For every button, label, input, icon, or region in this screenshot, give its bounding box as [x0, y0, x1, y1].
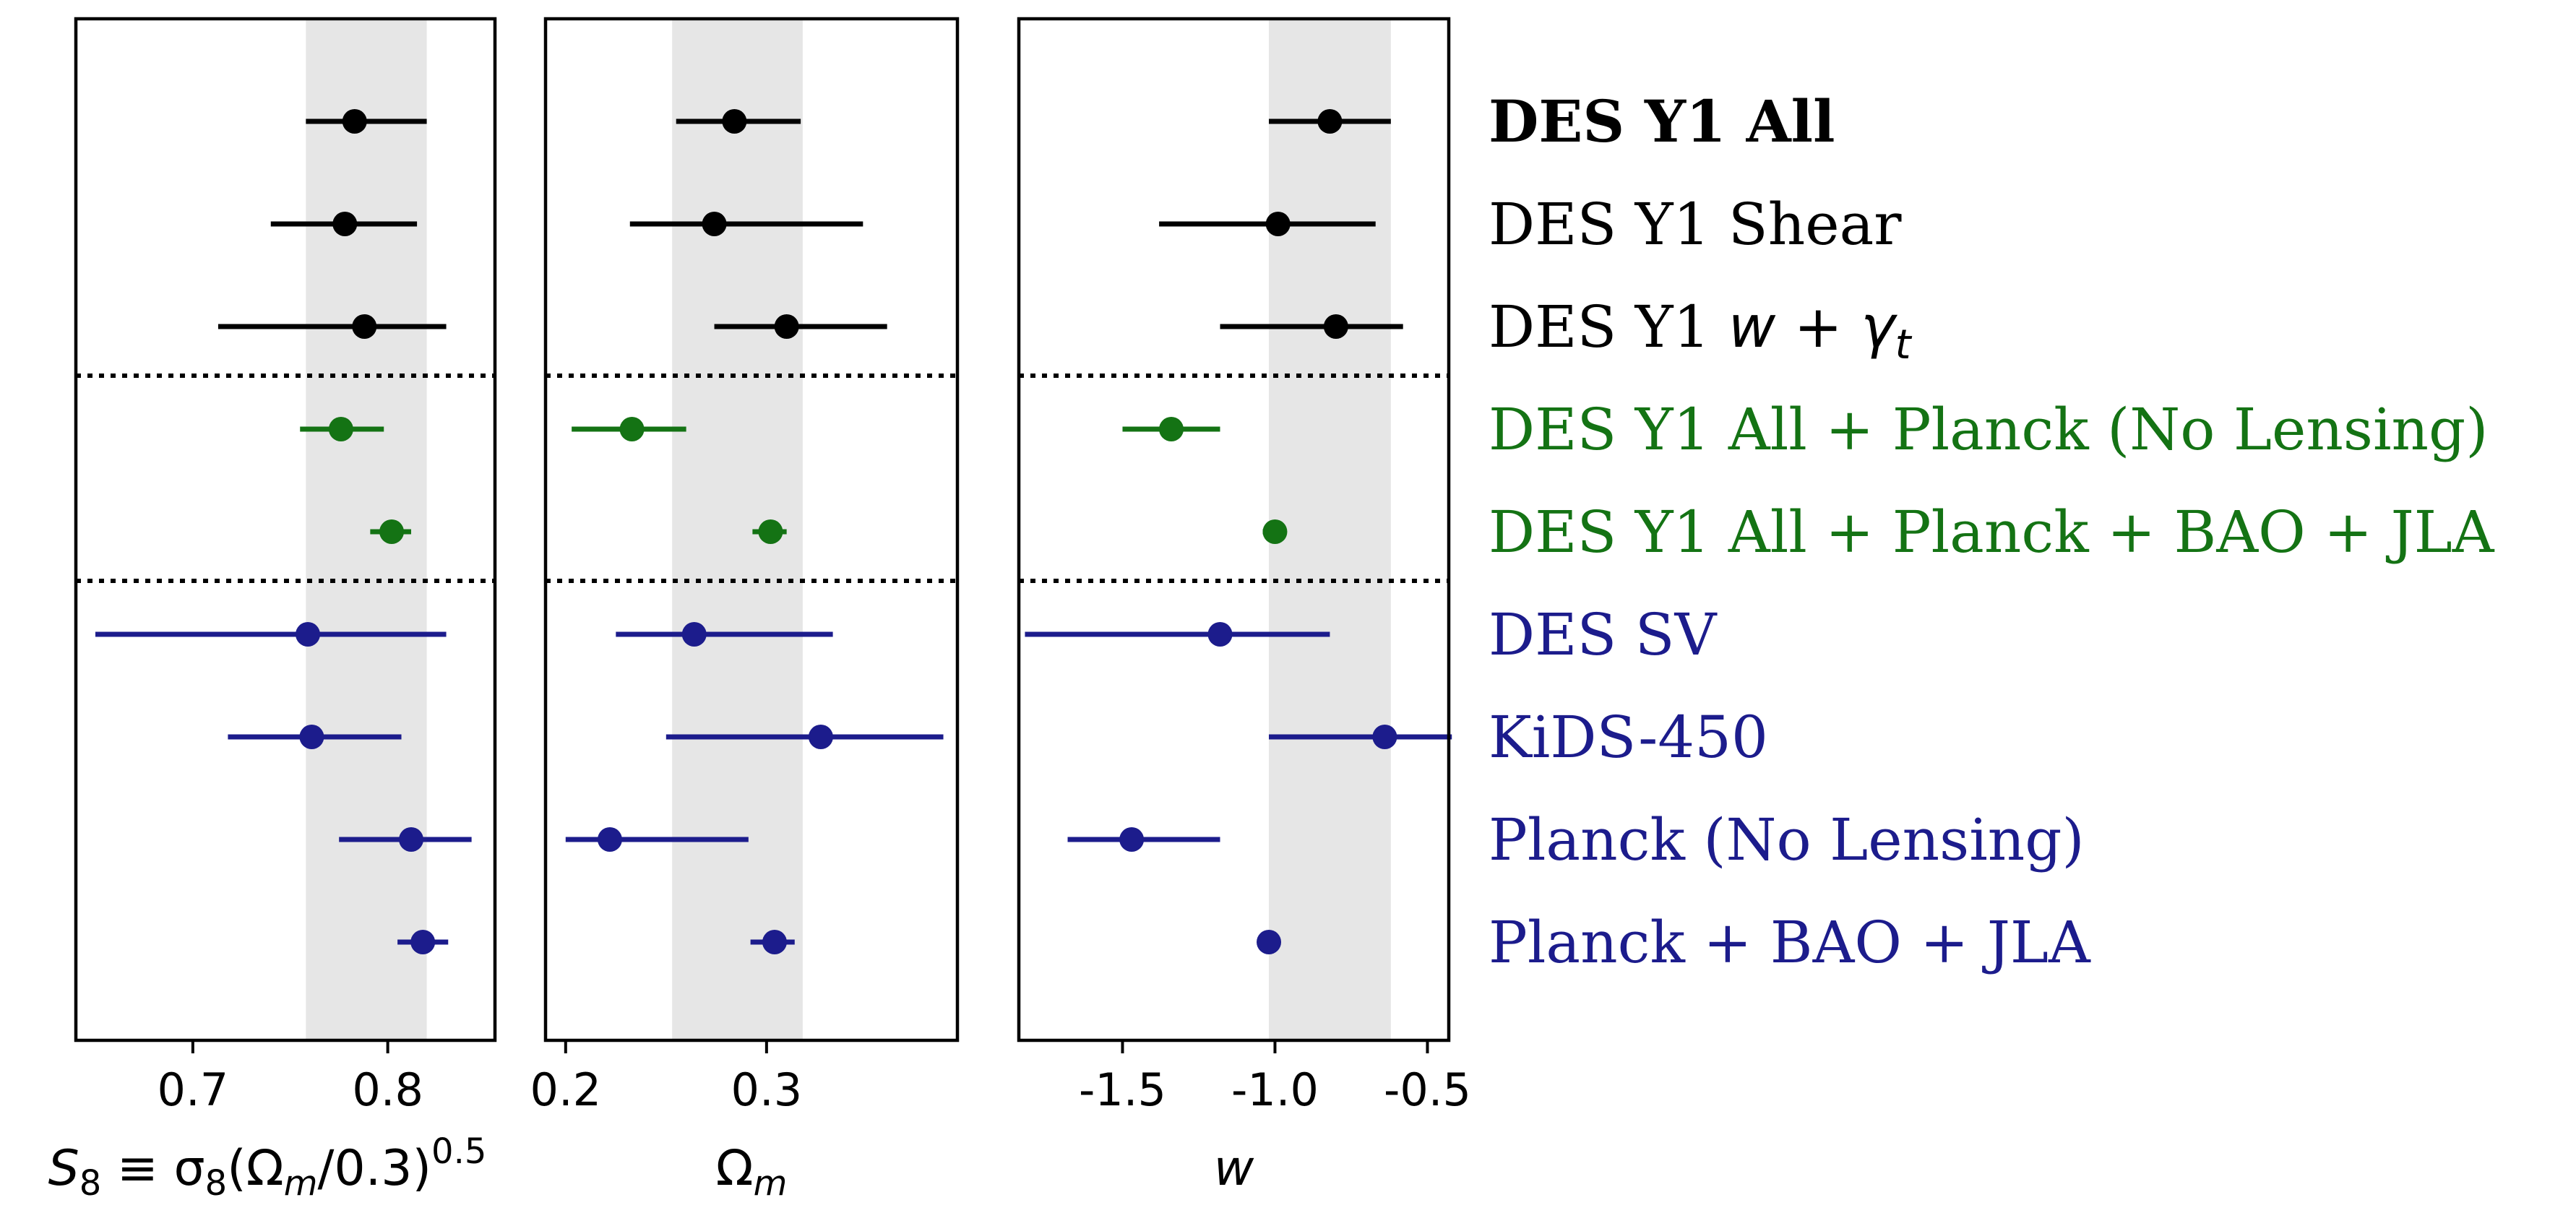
- data-point: [379, 519, 405, 544]
- data-point: [332, 212, 358, 236]
- panel-w: -1.5 -1.0 -0.5 w: [1017, 17, 1471, 1197]
- x-tick-label: -0.5: [1384, 1063, 1471, 1116]
- row-label: Planck + BAO + JLA: [1489, 909, 2091, 976]
- data-point: [597, 827, 622, 852]
- data-point: [1262, 519, 1288, 544]
- data-point: [328, 417, 353, 441]
- data-point: [410, 930, 436, 954]
- data-point: [762, 930, 787, 954]
- panel-S8: 0.7 0.8 S8 ≡ σ8(Ωm/0.3)0.5: [48, 17, 497, 1204]
- data-point: [342, 109, 367, 134]
- row-label: DES Y1 All: [1489, 87, 1835, 155]
- axes-frame: [543, 17, 960, 1042]
- x-axis-label: Ωm: [716, 1140, 788, 1204]
- data-point: [1317, 109, 1343, 134]
- data-point: [352, 314, 377, 339]
- x-axis-label: S8 ≡ σ8(Ωm/0.3)0.5: [48, 1131, 487, 1204]
- reference-band: [1269, 19, 1391, 1040]
- axes-frame: [74, 17, 497, 1042]
- data-point: [1323, 314, 1348, 339]
- x-tick-label: 0.8: [352, 1063, 423, 1116]
- row-label: DES Y1 All + Planck + BAO + JLA: [1489, 498, 2495, 566]
- data-point: [808, 725, 833, 749]
- x-tick-label: 0.3: [731, 1063, 803, 1116]
- data-point: [1207, 622, 1233, 647]
- data-point: [702, 212, 727, 236]
- x-axis-label: w: [1214, 1140, 1254, 1197]
- data-point: [1372, 725, 1397, 749]
- data-point: [681, 622, 707, 647]
- x-tick-label: -1.5: [1079, 1063, 1166, 1116]
- data-point: [774, 314, 799, 339]
- row-label: KiDS-450: [1489, 704, 1768, 771]
- data-point: [296, 622, 321, 647]
- x-tick-label: 0.2: [530, 1063, 602, 1116]
- row-labels: DES Y1 All DES Y1 Shear DES Y1 w + γt DES Y…: [1489, 87, 2495, 976]
- data-point: [299, 725, 324, 749]
- panel-Omega_m: 0.2 0.3 Ωm: [530, 17, 960, 1204]
- row-label: DES Y1 Shear: [1489, 191, 1902, 258]
- row-label: DES Y1 w + γt: [1489, 293, 1913, 368]
- data-point: [758, 519, 783, 544]
- data-point: [1265, 212, 1291, 236]
- data-point: [1158, 417, 1184, 441]
- data-point: [619, 417, 645, 441]
- axes-frame: [1017, 17, 1451, 1042]
- panels: 0.7 0.8 S8 ≡ σ8(Ωm/0.3)0.5 0.2 0.3 Ωm -1.5 -1.0…: [48, 17, 1471, 1204]
- row-label: Planck (No Lensing): [1489, 806, 2085, 873]
- x-tick-label: 0.7: [158, 1063, 229, 1116]
- data-point: [1119, 827, 1145, 852]
- data-point: [399, 827, 423, 852]
- row-label: DES SV: [1489, 601, 1718, 668]
- row-label: DES Y1 All + Planck (No Lensing): [1489, 396, 2488, 463]
- data-point: [722, 109, 747, 134]
- data-point: [1257, 930, 1282, 954]
- x-tick-label: -1.0: [1231, 1063, 1319, 1116]
